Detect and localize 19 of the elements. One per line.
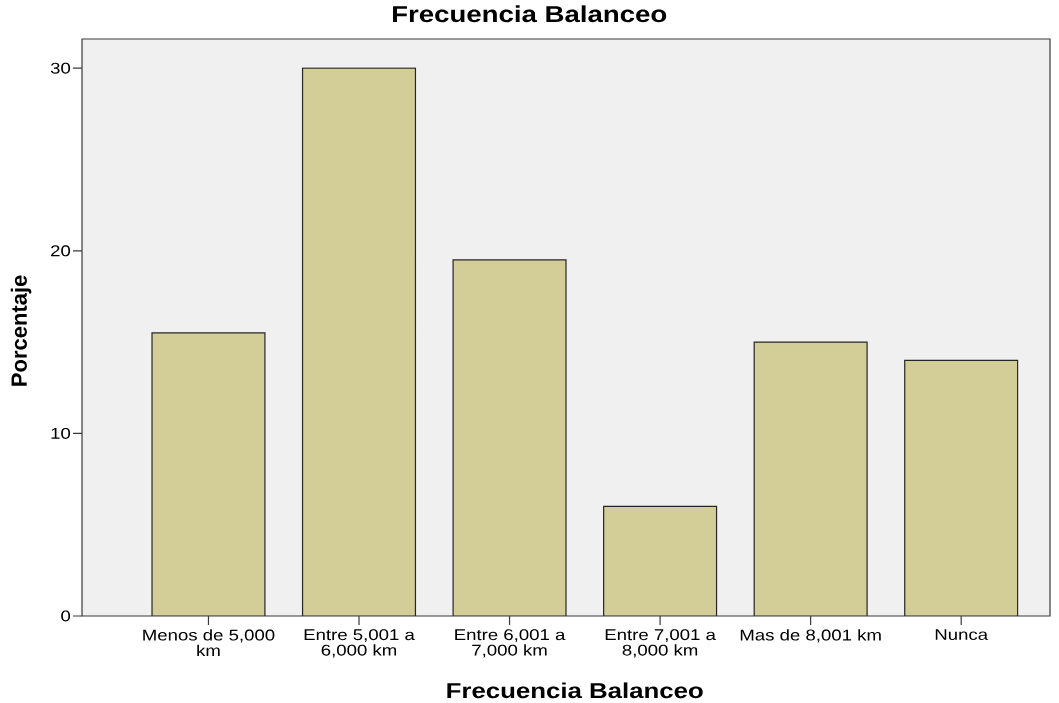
bar: [152, 332, 265, 616]
bar: [904, 359, 1019, 616]
y-tick-label: 30: [50, 62, 71, 74]
x-axis-title: Frecuencia Balanceo: [447, 682, 703, 699]
x-tick-label: Entre 6,001 a 7,000 km: [455, 629, 566, 658]
bar: [603, 506, 717, 616]
x-tick-label: Entre 7,001 a 8,000 km: [605, 629, 716, 658]
x-tick-label: Nunca: [935, 629, 989, 641]
bar: [302, 68, 416, 616]
x-tick-label: Entre 5,001 a 6,000 km: [304, 629, 415, 658]
bar: [754, 342, 868, 616]
y-tick-label: 20: [51, 245, 71, 257]
chart-title: Frecuencia Balanceo: [393, 5, 667, 23]
bar: [453, 259, 567, 616]
x-tick-label: Mas de 8,001 km: [740, 629, 881, 643]
y-axis-title: Porcentaje: [10, 275, 32, 386]
x-tick-label: Menos de 5,000 km: [143, 629, 275, 656]
y-tick-label: 10: [51, 427, 71, 439]
y-tick-label: 0: [61, 610, 71, 622]
